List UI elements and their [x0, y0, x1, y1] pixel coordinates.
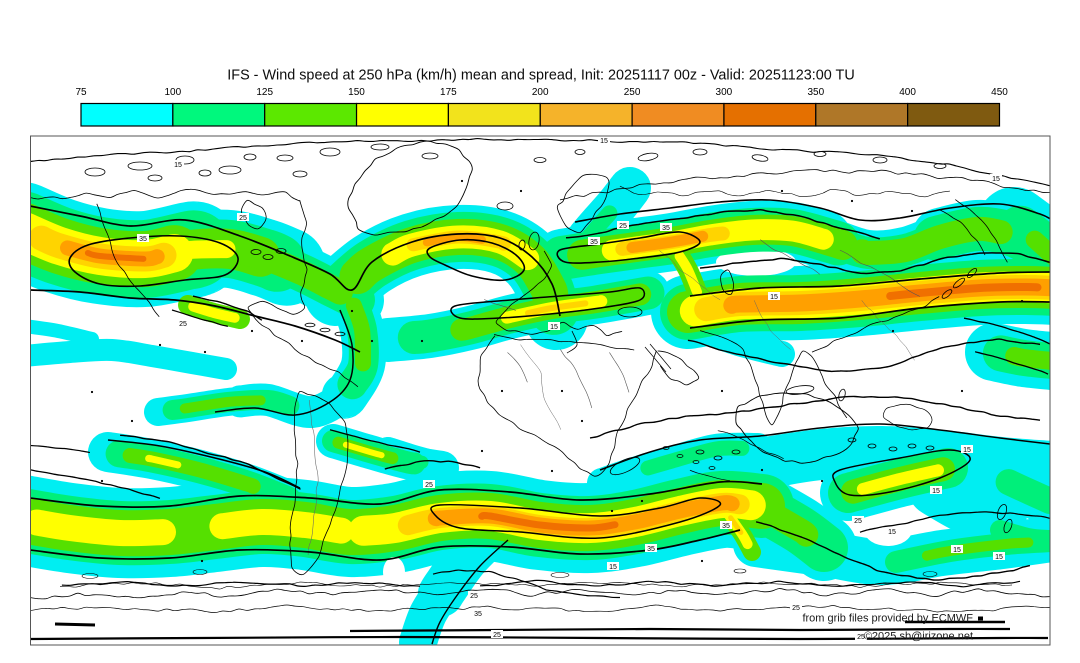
- svg-text:350: 350: [807, 87, 824, 98]
- svg-text:25: 25: [425, 482, 433, 489]
- svg-text:100: 100: [164, 87, 181, 98]
- svg-text:15: 15: [995, 554, 1003, 561]
- svg-text:35: 35: [590, 239, 598, 246]
- svg-text:©2025 sb@irizone.net: ©2025 sb@irizone.net: [864, 631, 973, 643]
- svg-text:200: 200: [532, 87, 549, 98]
- svg-text:300: 300: [716, 87, 733, 98]
- svg-text:175: 175: [440, 87, 457, 98]
- svg-text:450: 450: [991, 87, 1008, 98]
- svg-text:IFS - Wind speed at 250 hPa (k: IFS - Wind speed at 250 hPa (km/h) mean …: [227, 68, 854, 84]
- svg-text:35: 35: [647, 546, 655, 553]
- svg-text:15: 15: [953, 547, 961, 554]
- svg-text:25: 25: [792, 605, 800, 612]
- svg-text:15: 15: [992, 176, 1000, 183]
- svg-text:25: 25: [179, 321, 187, 328]
- svg-text:25: 25: [470, 593, 478, 600]
- svg-text:15: 15: [963, 447, 971, 454]
- svg-text:15: 15: [550, 324, 558, 331]
- svg-text:35: 35: [139, 236, 147, 243]
- svg-text:15: 15: [770, 294, 778, 301]
- svg-text:25: 25: [619, 223, 627, 230]
- svg-text:125: 125: [256, 87, 273, 98]
- svg-text:35: 35: [474, 611, 482, 618]
- svg-text:15: 15: [888, 529, 896, 536]
- svg-text:250: 250: [624, 87, 641, 98]
- svg-text:75: 75: [75, 87, 87, 98]
- svg-text:35: 35: [722, 523, 730, 530]
- svg-text:15: 15: [609, 564, 617, 571]
- svg-text:25: 25: [857, 634, 865, 641]
- svg-text:400: 400: [899, 87, 916, 98]
- svg-text:25: 25: [239, 215, 247, 222]
- svg-text:35: 35: [662, 225, 670, 232]
- svg-text:150: 150: [348, 87, 365, 98]
- svg-text:15: 15: [600, 138, 608, 145]
- svg-text:15: 15: [174, 162, 182, 169]
- svg-text:15: 15: [932, 488, 940, 495]
- svg-text:25: 25: [493, 632, 501, 639]
- svg-text:from grib files provided by EC: from grib files provided by ECMWF: [802, 613, 973, 625]
- svg-text:25: 25: [854, 518, 862, 525]
